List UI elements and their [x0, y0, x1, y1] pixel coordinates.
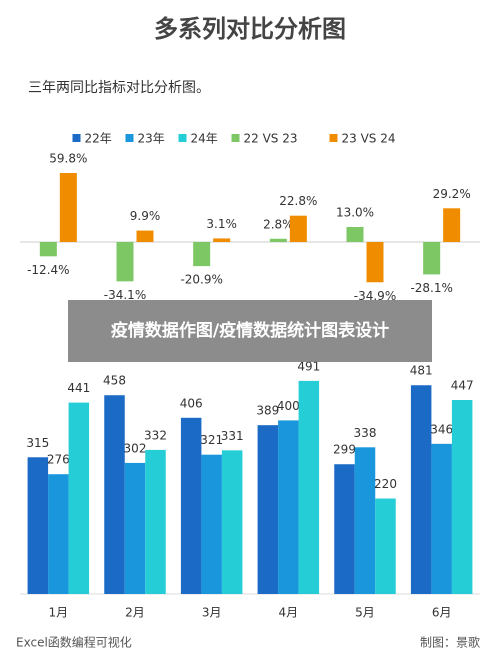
value-label: -34.1%	[104, 288, 146, 302]
legend-label: 23年	[138, 132, 165, 146]
bar	[48, 474, 69, 594]
value-label: 332	[144, 428, 167, 442]
value-label: 481	[410, 364, 433, 378]
value-label: 491	[297, 359, 320, 373]
value-label: 299	[333, 443, 356, 457]
bar	[346, 226, 364, 242]
value-label: 220	[374, 477, 397, 491]
legend-label: 22年	[85, 132, 112, 146]
bar	[278, 420, 299, 594]
legend-swatch	[72, 134, 81, 142]
bar	[451, 400, 473, 594]
bar	[27, 457, 49, 594]
value-label: 22.8%	[279, 194, 317, 208]
value-label: 315	[26, 436, 49, 450]
bar	[145, 449, 166, 594]
footer-right: 制图：景歌	[420, 635, 480, 650]
bar	[180, 417, 202, 594]
bar	[269, 238, 287, 242]
value-label: 406	[180, 396, 203, 410]
x-tick-label: 3月	[202, 606, 222, 620]
bar	[124, 462, 146, 594]
bar	[257, 425, 279, 594]
value-label: 389	[256, 404, 279, 418]
chart-title: 多系列对比分析图	[154, 15, 346, 43]
legend-label: 24年	[191, 132, 218, 146]
value-label: 400	[277, 399, 300, 413]
value-label: -28.1%	[410, 281, 452, 295]
bar	[201, 454, 222, 594]
legend-label: 23 VS 24	[342, 132, 396, 146]
footer-left: Excel函数编程可视化	[16, 635, 132, 650]
value-label: 338	[354, 426, 377, 440]
value-label: 13.0%	[336, 205, 374, 219]
value-label: 3.1%	[206, 217, 237, 231]
subtitle: 三年两同比指标对比分析图。	[28, 80, 210, 96]
legend-swatch	[329, 134, 338, 142]
banner: 疫情数据作图/疫情数据统计图表设计	[68, 300, 432, 362]
value-label: 458	[103, 374, 126, 388]
value-label: 302	[124, 441, 147, 455]
x-tick-label: 5月	[355, 606, 375, 620]
value-label: 321	[200, 433, 223, 447]
value-label: -20.9%	[180, 273, 222, 287]
bar	[298, 380, 320, 594]
x-tick-label: 2月	[125, 606, 145, 620]
legend-swatch	[125, 134, 134, 142]
value-label: 9.9%	[130, 209, 161, 223]
value-label: 331	[221, 429, 244, 443]
value-label: 346	[430, 422, 453, 436]
value-label: 441	[67, 381, 90, 395]
value-label: -12.4%	[27, 263, 69, 277]
value-label: 276	[47, 453, 70, 467]
bar	[354, 447, 376, 594]
bar	[221, 450, 243, 594]
x-tick-label: 1月	[49, 606, 69, 620]
bar	[289, 215, 307, 242]
bar	[431, 443, 452, 594]
legend-swatch	[178, 134, 187, 142]
x-tick-label: 4月	[279, 606, 299, 620]
value-label: -34.9%	[354, 289, 396, 303]
bar	[410, 385, 432, 594]
bar	[213, 238, 231, 242]
bar	[68, 402, 90, 594]
bar	[193, 242, 211, 267]
value-label: 59.8%	[49, 151, 87, 165]
bar	[375, 498, 396, 594]
legend-label: 22 VS 23	[244, 132, 298, 146]
x-tick-label: 6月	[432, 606, 452, 620]
value-label: 447	[451, 379, 474, 393]
bar	[104, 395, 125, 594]
bar	[116, 242, 134, 282]
bar	[443, 208, 461, 242]
bar	[59, 172, 77, 242]
bar	[366, 242, 384, 283]
bar	[423, 242, 441, 275]
legend-swatch	[231, 134, 240, 142]
bar	[39, 242, 57, 257]
bar	[334, 464, 355, 594]
bar	[136, 230, 154, 242]
value-label: 2.8%	[263, 217, 294, 231]
value-label: 29.2%	[433, 187, 471, 201]
